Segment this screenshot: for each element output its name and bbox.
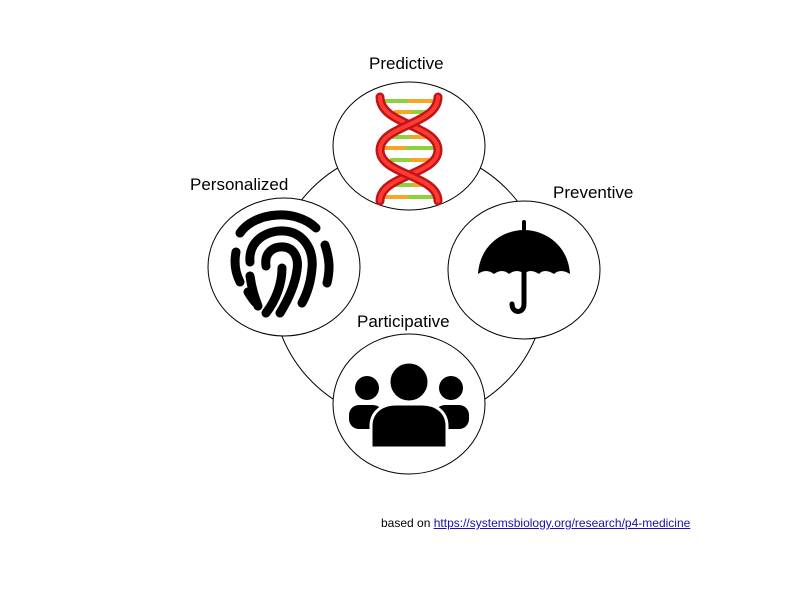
label-personalized: Personalized <box>190 175 289 194</box>
node-predictive <box>332 81 486 211</box>
node-personalized <box>207 197 361 337</box>
label-preventive: Preventive <box>553 183 634 202</box>
node-participative <box>332 333 486 475</box>
label-participative: Participative <box>357 312 450 331</box>
node-preventive <box>447 200 601 340</box>
source-prefix: based on <box>381 516 431 530</box>
people-group-icon <box>349 360 469 450</box>
fingerprint-icon <box>230 210 334 318</box>
source-link[interactable]: https://systemsbiology.org/research/p4-m… <box>433 516 691 530</box>
label-predictive: Predictive <box>369 54 444 73</box>
source-note: based on https://systemsbiology.org/rese… <box>381 516 690 530</box>
dna-icon <box>375 92 443 206</box>
umbrella-icon <box>478 220 570 314</box>
